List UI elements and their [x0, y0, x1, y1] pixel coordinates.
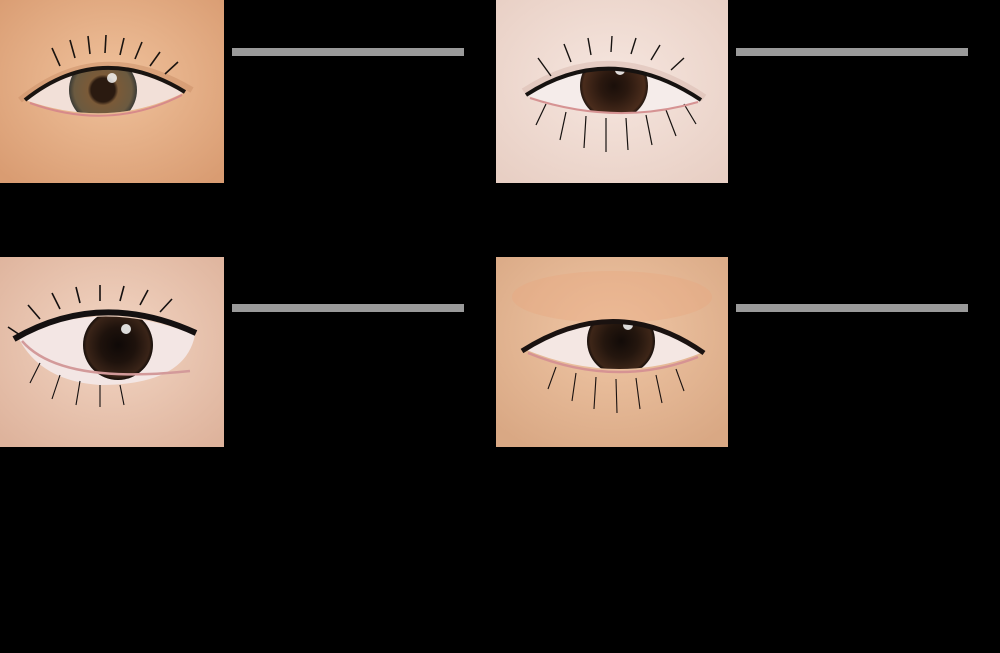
eye-photo [0, 0, 224, 183]
eye-photo [496, 0, 728, 183]
connector-line [736, 48, 968, 56]
eye-photo [496, 257, 728, 447]
connector-line [736, 304, 968, 312]
connector-line [232, 304, 464, 312]
eye-photo [0, 257, 224, 447]
connector-line [232, 48, 464, 56]
